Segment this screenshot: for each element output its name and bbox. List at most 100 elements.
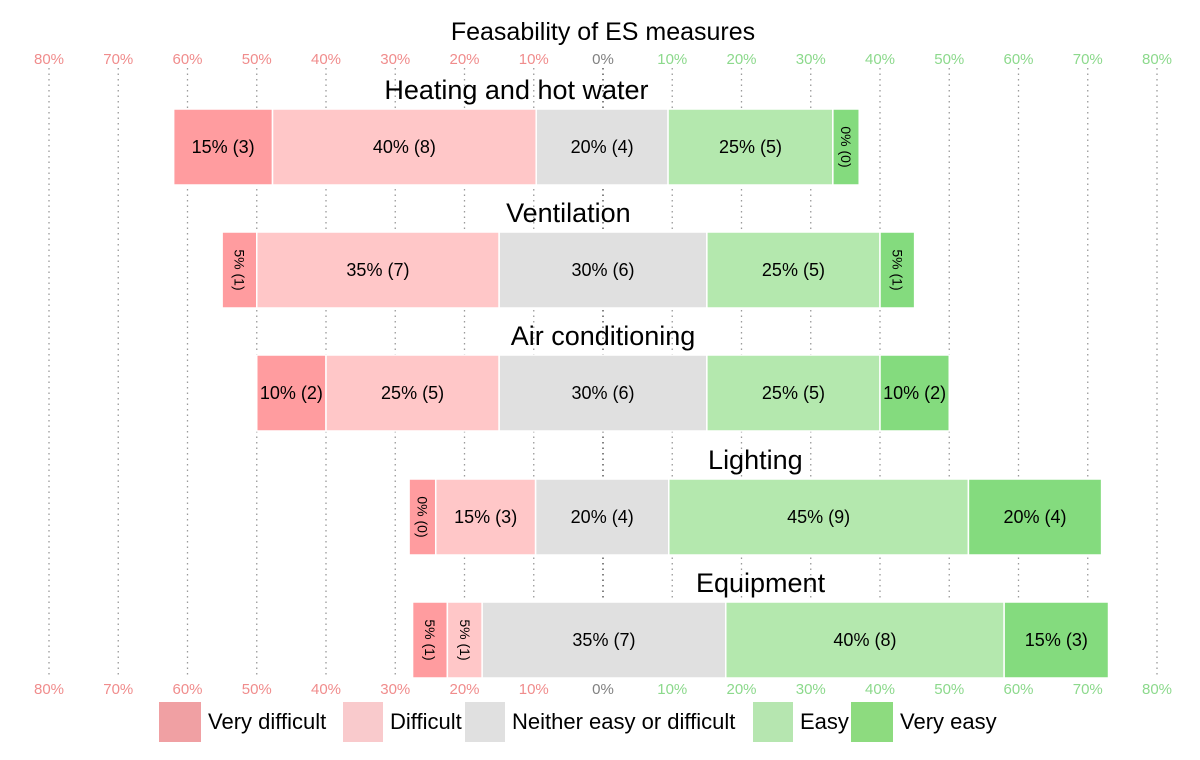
bar-group: Ventilation 5% (1) 35% (7) 30% (6) 25% (5) 5%… <box>221 198 916 309</box>
legend-swatch <box>159 702 201 742</box>
x-tick-label-bottom: 10% <box>519 681 549 698</box>
x-tick-label-bottom: 20% <box>449 681 479 698</box>
x-tick-label-bottom: 40% <box>865 681 895 698</box>
data-label: 20% (4) <box>571 507 634 527</box>
bar-segment <box>706 354 881 432</box>
bar-group: Air conditioning 10% (2) 25% (5) 30% (6) 25%… <box>256 321 950 432</box>
bar-segment <box>411 601 449 679</box>
x-tick-label-top: 30% <box>380 51 410 68</box>
data-label: 25% (5) <box>762 260 825 280</box>
data-label: 5% (1) <box>231 249 247 290</box>
data-label: 20% (4) <box>571 137 634 157</box>
x-tick-label-top: 60% <box>1003 51 1033 68</box>
bar-segment <box>271 108 537 186</box>
bar-segment <box>879 231 916 309</box>
x-tick-label-top: 20% <box>726 51 756 68</box>
data-label: 10% (2) <box>260 383 323 403</box>
legend-swatch <box>343 702 383 742</box>
x-tick-label-top: 70% <box>1073 51 1103 68</box>
bar-segment <box>498 231 708 309</box>
x-tick-label-top: 80% <box>34 51 64 68</box>
x-tick-label-bottom: 30% <box>796 681 826 698</box>
bar-segment <box>446 601 483 679</box>
bar-segment <box>668 478 970 556</box>
x-tick-label-bottom: 0% <box>592 681 614 698</box>
legend-label: Neither easy or difficult <box>512 709 735 734</box>
x-tick-label-top: 80% <box>1142 51 1172 68</box>
bar-segment <box>879 354 950 432</box>
data-label: 15% (3) <box>192 137 255 157</box>
chart-title: Feasability of ES measures <box>451 18 755 46</box>
data-label: 40% (8) <box>373 137 436 157</box>
bar-segment <box>498 354 708 432</box>
legend-label: Difficult <box>390 709 462 734</box>
category-title: Ventilation <box>506 198 631 228</box>
x-tick-label-bottom: 70% <box>1073 681 1103 698</box>
category-title: Lighting <box>708 445 803 475</box>
x-tick-label-bottom: 30% <box>380 681 410 698</box>
data-label: 30% (6) <box>571 383 634 403</box>
x-tick-label-top: 0% <box>592 51 614 68</box>
bar-segment <box>481 601 727 679</box>
category-title: Heating and hot water <box>384 75 648 105</box>
bar-segment <box>325 354 500 432</box>
x-tick-label-top: 50% <box>242 51 272 68</box>
bar-group: Equipment 5% (1) 5% (1) 35% (7) 40% (8) 15% (… <box>411 568 1110 679</box>
bar-segment <box>408 478 437 556</box>
legend-swatch <box>851 702 893 742</box>
data-label: 40% (8) <box>833 630 896 650</box>
x-tick-label-bottom: 50% <box>242 681 272 698</box>
x-tick-label-bottom: 10% <box>657 681 687 698</box>
x-tick-label-top: 40% <box>311 51 341 68</box>
data-label: 30% (6) <box>571 260 634 280</box>
x-tick-label-top: 30% <box>796 51 826 68</box>
data-label: 5% (1) <box>457 619 473 660</box>
x-tick-label-bottom: 60% <box>1003 681 1033 698</box>
category-title: Air conditioning <box>511 321 696 351</box>
legend-swatch <box>753 702 793 742</box>
data-label: 15% (3) <box>1025 630 1088 650</box>
x-tick-label-top: 60% <box>172 51 202 68</box>
x-tick-label-top: 10% <box>657 51 687 68</box>
data-label: 5% (1) <box>422 619 438 660</box>
legend: Very difficult Difficult Neither easy or d… <box>159 702 997 742</box>
data-label: 25% (5) <box>719 137 782 157</box>
data-label: 5% (1) <box>889 249 905 290</box>
x-tick-label-bottom: 20% <box>726 681 756 698</box>
data-label: 35% (7) <box>346 260 409 280</box>
data-label: 15% (3) <box>454 507 517 527</box>
data-label: 35% (7) <box>572 630 635 650</box>
x-tick-label-top: 40% <box>865 51 895 68</box>
x-tick-label-top: 20% <box>449 51 479 68</box>
legend-label: Very difficult <box>208 709 326 734</box>
x-tick-label-top: 50% <box>934 51 964 68</box>
data-label: 25% (5) <box>762 383 825 403</box>
bar-group: Lighting 0% (0) 15% (3) 20% (4) 45% (9) 20% (… <box>408 445 1103 556</box>
bar-segment <box>534 478 670 556</box>
x-tick-label-bottom: 40% <box>311 681 341 698</box>
legend-swatch <box>465 702 505 742</box>
bar-segment <box>535 108 669 186</box>
x-axis-top: 80% 70% 60% 50% 40% 30% 20% 10% 0% 10% 20% 30% 40% 50… <box>34 51 1172 68</box>
data-label: 20% (4) <box>1003 507 1066 527</box>
bar-segment <box>667 108 834 186</box>
x-tick-label-bottom: 60% <box>172 681 202 698</box>
x-tick-label-bottom: 80% <box>1142 681 1172 698</box>
data-label: 0% (0) <box>838 126 854 167</box>
x-tick-label-bottom: 50% <box>934 681 964 698</box>
data-label: 45% (9) <box>787 507 850 527</box>
data-label: 10% (2) <box>883 383 946 403</box>
data-label: 0% (0) <box>414 496 430 537</box>
data-label: 25% (5) <box>381 383 444 403</box>
bar-segment <box>172 108 274 186</box>
category-title: Equipment <box>696 568 826 598</box>
bar-group: Heating and hot water 15% (3) 40% (8) 20% (… <box>172 75 860 186</box>
x-axis-bottom: 80% 70% 60% 50% 40% 30% 20% 10% 0% 10% 20% 30% 40% 50… <box>34 681 1172 698</box>
x-tick-label-top: 70% <box>103 51 133 68</box>
bars: Heating and hot water 15% (3) 40% (8) 20% (… <box>172 75 1110 679</box>
bar-segment <box>1003 601 1110 679</box>
bar-segment <box>967 478 1103 556</box>
legend-label: Easy <box>800 709 849 734</box>
x-tick-label-top: 10% <box>519 51 549 68</box>
